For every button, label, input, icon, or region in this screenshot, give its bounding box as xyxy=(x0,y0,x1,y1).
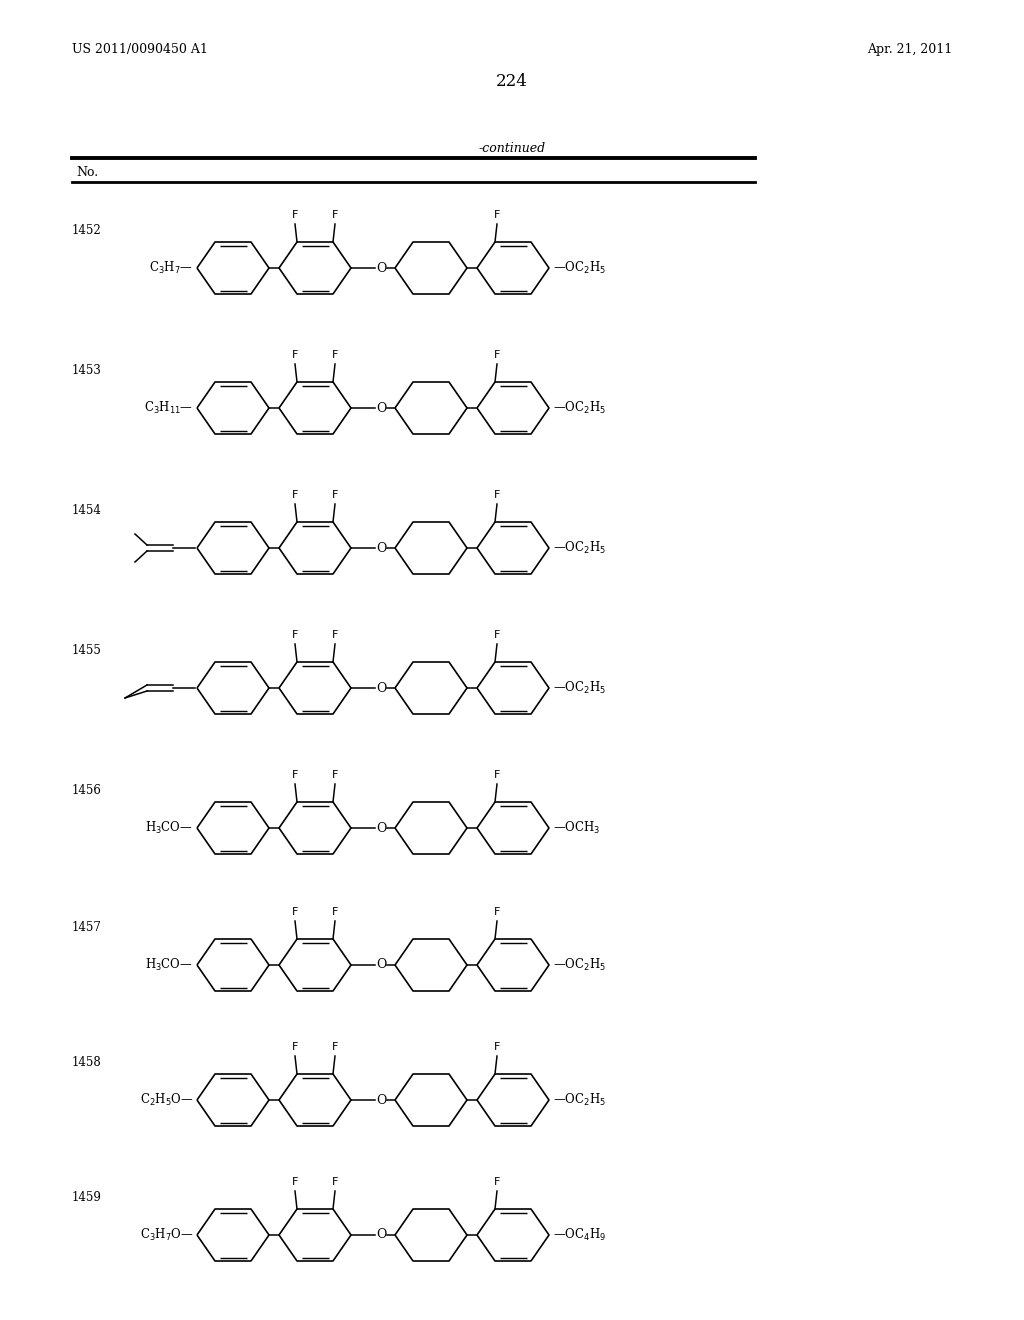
Text: US 2011/0090450 A1: US 2011/0090450 A1 xyxy=(72,44,208,57)
Text: F: F xyxy=(332,770,338,780)
Text: F: F xyxy=(494,907,500,917)
Text: 1458: 1458 xyxy=(72,1056,101,1069)
Text: F: F xyxy=(332,1041,338,1052)
Text: -continued: -continued xyxy=(478,141,546,154)
Text: F: F xyxy=(292,1041,298,1052)
Text: F: F xyxy=(292,770,298,780)
Text: —OC$_2$H$_5$: —OC$_2$H$_5$ xyxy=(553,400,606,416)
Text: —OC$_2$H$_5$: —OC$_2$H$_5$ xyxy=(553,1092,606,1107)
Text: F: F xyxy=(494,490,500,500)
Text: O: O xyxy=(376,261,386,275)
Text: C$_3$H$_{11}$—: C$_3$H$_{11}$— xyxy=(144,400,193,416)
Text: C$_3$H$_7$—: C$_3$H$_7$— xyxy=(150,260,193,276)
Text: 1454: 1454 xyxy=(72,504,101,517)
Text: C$_2$H$_5$O—: C$_2$H$_5$O— xyxy=(139,1092,193,1107)
Text: No.: No. xyxy=(76,165,98,178)
Text: O: O xyxy=(376,401,386,414)
Text: F: F xyxy=(494,1041,500,1052)
Text: 1455: 1455 xyxy=(72,644,101,657)
Text: —OC$_2$H$_5$: —OC$_2$H$_5$ xyxy=(553,680,606,696)
Text: Apr. 21, 2011: Apr. 21, 2011 xyxy=(866,44,952,57)
Text: F: F xyxy=(332,490,338,500)
Text: H$_3$CO—: H$_3$CO— xyxy=(145,957,193,973)
Text: F: F xyxy=(292,907,298,917)
Text: C$_3$H$_7$O—: C$_3$H$_7$O— xyxy=(139,1228,193,1243)
Text: F: F xyxy=(332,630,338,640)
Text: —OCH$_3$: —OCH$_3$ xyxy=(553,820,600,836)
Text: —OC$_2$H$_5$: —OC$_2$H$_5$ xyxy=(553,260,606,276)
Text: F: F xyxy=(292,490,298,500)
Text: F: F xyxy=(292,1177,298,1187)
Text: 224: 224 xyxy=(496,74,528,91)
Text: 1452: 1452 xyxy=(72,224,101,238)
Text: F: F xyxy=(332,350,338,360)
Text: F: F xyxy=(292,210,298,220)
Text: O: O xyxy=(376,1093,386,1106)
Text: O: O xyxy=(376,821,386,834)
Text: F: F xyxy=(494,350,500,360)
Text: O: O xyxy=(376,1229,386,1242)
Text: —OC$_2$H$_5$: —OC$_2$H$_5$ xyxy=(553,957,606,973)
Text: F: F xyxy=(494,210,500,220)
Text: O: O xyxy=(376,958,386,972)
Text: 1457: 1457 xyxy=(72,921,101,935)
Text: F: F xyxy=(292,630,298,640)
Text: —OC$_2$H$_5$: —OC$_2$H$_5$ xyxy=(553,540,606,556)
Text: F: F xyxy=(332,1177,338,1187)
Text: O: O xyxy=(376,681,386,694)
Text: H$_3$CO—: H$_3$CO— xyxy=(145,820,193,836)
Text: 1456: 1456 xyxy=(72,784,101,797)
Text: F: F xyxy=(332,907,338,917)
Text: —OC$_4$H$_9$: —OC$_4$H$_9$ xyxy=(553,1228,606,1243)
Text: 1459: 1459 xyxy=(72,1191,101,1204)
Text: O: O xyxy=(376,541,386,554)
Text: F: F xyxy=(292,350,298,360)
Text: 1453: 1453 xyxy=(72,364,101,378)
Text: F: F xyxy=(494,770,500,780)
Text: F: F xyxy=(494,630,500,640)
Text: F: F xyxy=(494,1177,500,1187)
Text: F: F xyxy=(332,210,338,220)
